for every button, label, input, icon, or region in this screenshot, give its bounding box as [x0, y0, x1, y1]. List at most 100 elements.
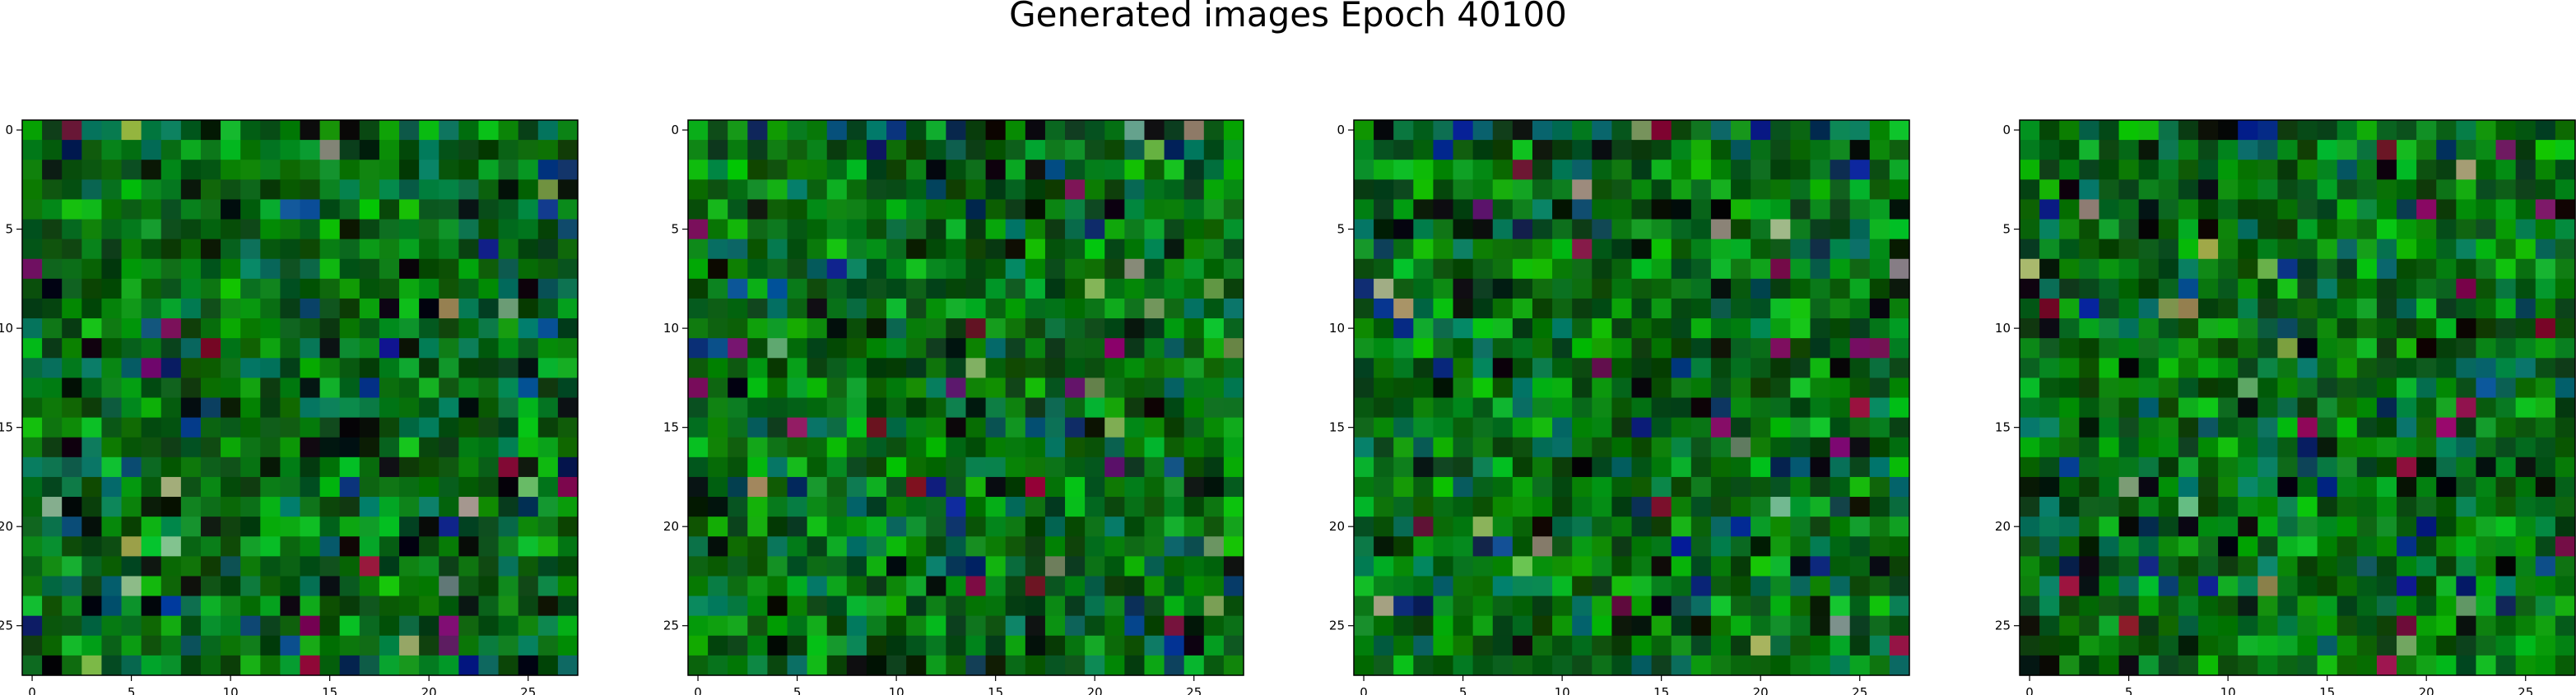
image-pixel: [42, 120, 63, 141]
image-pixel: [141, 239, 162, 260]
image-pixel: [2317, 456, 2338, 478]
image-pixel: [2079, 437, 2100, 458]
image-pixel: [2416, 358, 2437, 378]
image-pixel: [399, 258, 420, 280]
image-pixel: [2059, 298, 2080, 319]
image-pixel: [22, 517, 43, 537]
image-pixel: [2257, 219, 2278, 240]
image-pixel: [2158, 556, 2179, 577]
image-pixel: [121, 239, 142, 260]
image-pixel: [478, 456, 500, 478]
image-pixel: [2317, 298, 2338, 319]
image-pixel: [2178, 437, 2199, 458]
image-pixel: [2476, 258, 2497, 280]
image-pixel: [498, 576, 519, 597]
image-pixel: [2138, 239, 2160, 260]
image-pixel: [2099, 476, 2120, 498]
x-tick-label: 5: [2125, 685, 2133, 695]
image-pixel: [537, 338, 559, 359]
image-pixel: [2515, 517, 2536, 537]
image-pixel: [2079, 615, 2100, 637]
image-pixel: [2277, 417, 2299, 438]
image-pixel: [2238, 258, 2258, 280]
image-pixel: [359, 219, 380, 240]
image-pixel: [22, 635, 43, 656]
image-pixel: [300, 556, 321, 577]
image-pixel: [339, 517, 360, 537]
image-pixel: [2456, 199, 2477, 220]
image-pixel: [379, 160, 400, 180]
image-pixel: [2079, 378, 2100, 399]
image-pixel: [478, 437, 500, 458]
image-pixel: [2476, 556, 2497, 577]
image-pixel: [240, 338, 261, 359]
image-pixel: [22, 239, 43, 260]
image-pixel: [2535, 199, 2556, 220]
image-pixel: [2158, 258, 2179, 280]
image-pixel: [2456, 179, 2477, 201]
image-pixel: [141, 219, 162, 240]
image-pixel: [101, 318, 123, 339]
image-pixel: [518, 199, 539, 220]
image-pixel: [399, 397, 420, 419]
image-pixel: [2059, 140, 2080, 160]
image-pixel: [221, 397, 241, 419]
image-pixel: [2436, 517, 2457, 537]
image-pixel: [22, 576, 43, 597]
image-pixel: [399, 437, 420, 458]
image-pixel: [2515, 417, 2536, 438]
image-pixel: [399, 298, 420, 319]
image-pixel: [498, 517, 519, 537]
image-pixel: [2138, 456, 2160, 478]
image-pixel: [2456, 358, 2477, 378]
image-pixel: [240, 179, 261, 201]
image-pixel: [2059, 517, 2080, 537]
image-pixel: [399, 456, 420, 478]
image-pixel: [81, 497, 103, 517]
image-pixel: [62, 160, 82, 180]
image-pixel: [2416, 179, 2437, 201]
image-pixel: [141, 140, 162, 160]
image-pixel: [2197, 140, 2219, 160]
image-pixel: [141, 358, 162, 378]
image-pixel: [419, 437, 439, 458]
image-pixel: [518, 258, 539, 280]
image-pixel: [2178, 318, 2199, 339]
image-pixel: [101, 635, 123, 656]
image-pixel: [2297, 536, 2318, 557]
image-pixel: [2238, 298, 2258, 319]
image-pixel: [81, 258, 103, 280]
image-pixel: [42, 318, 63, 339]
image-pixel: [2158, 417, 2179, 438]
image-pixel: [439, 278, 459, 299]
image-pixel: [2476, 160, 2497, 180]
image-pixel: [2337, 615, 2358, 637]
image-pixel: [2337, 219, 2358, 240]
image-pixel: [2495, 497, 2517, 517]
image-pixel: [439, 576, 459, 597]
image-pixel: [2297, 199, 2318, 220]
image-pixel: [2238, 318, 2258, 339]
image-pixel: [300, 318, 321, 339]
image-pixel: [2416, 140, 2437, 160]
image-pixel: [81, 318, 103, 339]
image-pixel: [2317, 517, 2338, 537]
image-pixel: [2555, 378, 2576, 399]
image-pixel: [557, 576, 579, 597]
image-pixel: [478, 120, 500, 141]
image-pixel: [2020, 615, 2040, 637]
image-pixel: [2020, 358, 2040, 378]
image-pixel: [2238, 120, 2258, 141]
image-pixel: [240, 476, 261, 498]
image-pixel: [2317, 219, 2338, 240]
image-pixel: [260, 576, 281, 597]
image-pixel: [537, 160, 559, 180]
image-pixel: [2356, 318, 2378, 339]
image-pixel: [280, 179, 301, 201]
image-pixel: [2059, 497, 2080, 517]
image-pixel: [2178, 120, 2199, 141]
image-pixel: [2277, 437, 2299, 458]
image-pixel: [260, 595, 281, 617]
image-pixel: [2535, 576, 2556, 597]
image-pixel: [240, 378, 261, 399]
